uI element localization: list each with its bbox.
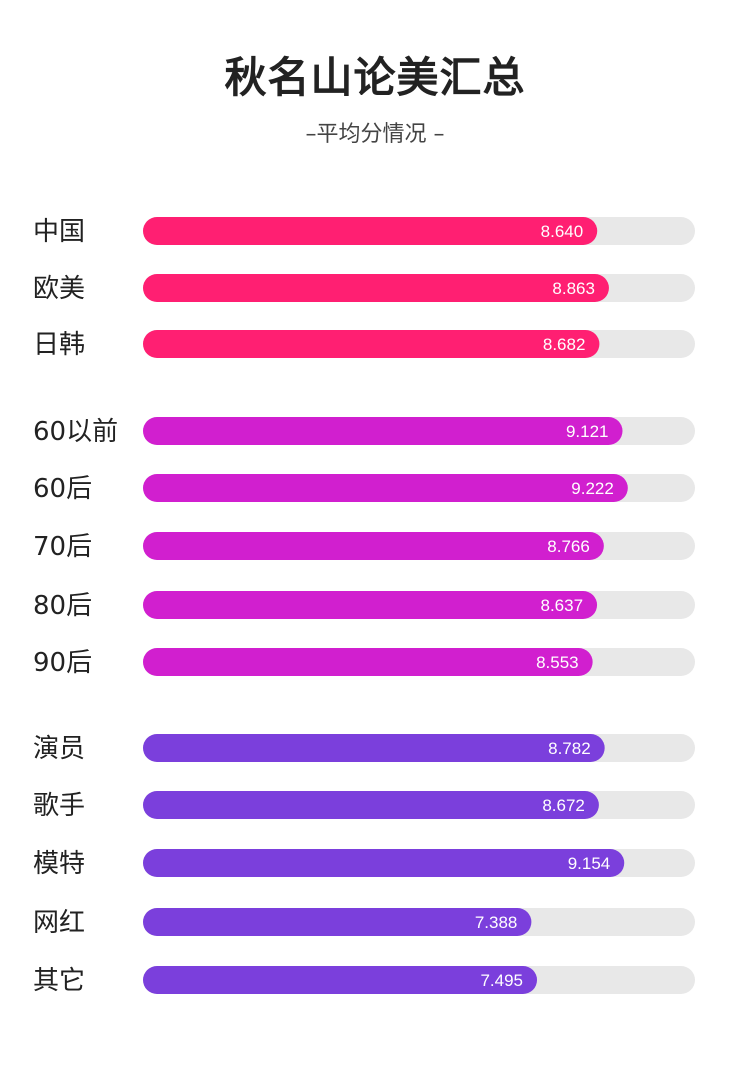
bar <box>143 648 593 676</box>
value-label: 8.782 <box>548 739 591 758</box>
category-label: 90后 <box>33 648 92 678</box>
bar <box>143 591 598 619</box>
bar <box>143 532 604 560</box>
chart-title: 秋名山论美汇总 <box>224 53 526 102</box>
value-label: 8.863 <box>552 279 595 298</box>
category-label: 日韩 <box>33 330 85 360</box>
value-label: 8.672 <box>542 796 585 815</box>
bar <box>143 474 628 502</box>
bar <box>143 791 599 819</box>
category-label: 网红 <box>33 908 85 938</box>
value-label: 8.637 <box>541 596 584 615</box>
category-label: 歌手 <box>33 791 85 821</box>
category-label: 80后 <box>33 591 92 621</box>
value-label: 9.154 <box>568 854 611 873</box>
bar <box>143 908 532 936</box>
bar <box>143 849 625 877</box>
bar <box>143 330 600 358</box>
value-label: 9.222 <box>571 479 614 498</box>
value-label: 9.121 <box>566 422 609 441</box>
bar <box>143 217 598 245</box>
value-label: 8.640 <box>541 222 584 241</box>
category-label: 中国 <box>33 217 85 247</box>
bar <box>143 274 609 302</box>
value-label: 8.553 <box>536 653 579 672</box>
bar <box>143 734 605 762</box>
value-label: 8.682 <box>543 335 586 354</box>
chart-subtitle: –平均分情况 – <box>305 122 445 147</box>
bar <box>143 417 623 445</box>
bar <box>143 966 538 994</box>
category-label: 60后 <box>33 474 92 504</box>
category-label: 模特 <box>33 849 85 879</box>
value-label: 7.388 <box>475 913 518 932</box>
category-label: 70后 <box>33 532 92 562</box>
category-label: 欧美 <box>33 274 85 304</box>
value-label: 8.766 <box>547 537 590 556</box>
category-label: 其它 <box>33 966 85 996</box>
value-label: 7.495 <box>480 971 523 990</box>
category-label: 60以前 <box>33 417 118 447</box>
category-label: 演员 <box>33 734 85 764</box>
